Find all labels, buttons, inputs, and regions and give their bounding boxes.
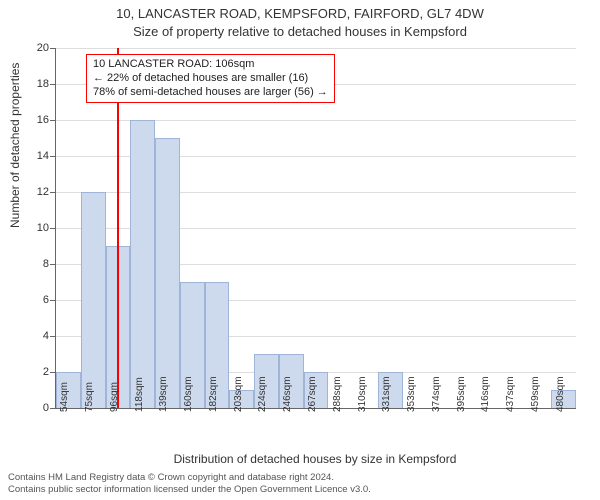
footer-line2: Contains public sector information licen… (8, 484, 371, 496)
ytick-label: 14 (9, 150, 49, 162)
page-title-line2: Size of property relative to detached ho… (0, 24, 600, 39)
annotation-line2: ← 22% of detached houses are smaller (16… (93, 72, 328, 86)
ytick-label: 4 (9, 330, 49, 342)
footer-line1: Contains HM Land Registry data © Crown c… (8, 472, 371, 484)
x-axis-label: Distribution of detached houses by size … (55, 452, 575, 466)
chart-plot-area: 10 LANCASTER ROAD: 106sqm ← 22% of detac… (55, 48, 576, 409)
ytick-label: 10 (9, 222, 49, 234)
bar (130, 120, 155, 408)
ytick-label: 8 (9, 258, 49, 270)
ytick-label: 2 (9, 366, 49, 378)
annotation-line3: 78% of semi-detached houses are larger (… (93, 86, 328, 100)
footer-attribution: Contains HM Land Registry data © Crown c… (8, 472, 371, 496)
bar (155, 138, 180, 408)
ytick-label: 16 (9, 114, 49, 126)
ytick-label: 20 (9, 42, 49, 54)
ytick-label: 0 (9, 402, 49, 414)
gridline (56, 48, 576, 49)
ytick-label: 6 (9, 294, 49, 306)
bar (81, 192, 106, 408)
page-title-line1: 10, LANCASTER ROAD, KEMPSFORD, FAIRFORD,… (0, 6, 600, 21)
ytick-label: 18 (9, 78, 49, 90)
annotation-box: 10 LANCASTER ROAD: 106sqm ← 22% of detac… (86, 54, 335, 103)
ytick-label: 12 (9, 186, 49, 198)
annotation-line1: 10 LANCASTER ROAD: 106sqm (93, 58, 328, 72)
